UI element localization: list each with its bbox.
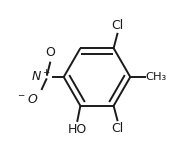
Text: $N^+$: $N^+$ bbox=[31, 69, 51, 85]
Text: $^-O$: $^-O$ bbox=[16, 93, 39, 106]
Text: Cl: Cl bbox=[111, 19, 124, 32]
Text: HO: HO bbox=[68, 123, 87, 136]
Text: Cl: Cl bbox=[111, 122, 124, 135]
Text: CH₃: CH₃ bbox=[145, 72, 167, 82]
Text: O: O bbox=[45, 46, 55, 59]
